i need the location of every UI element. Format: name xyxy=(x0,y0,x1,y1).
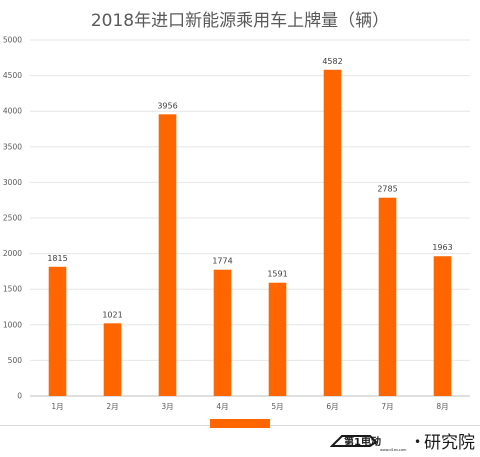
data-label-3: 3956 xyxy=(157,101,177,110)
y-tick-label-7: 3500 xyxy=(3,142,22,151)
data-label-5: 1591 xyxy=(267,270,287,279)
bar-5 xyxy=(268,282,287,396)
bar-8 xyxy=(433,256,452,396)
bars xyxy=(48,69,452,397)
y-tick-label-0: 0 xyxy=(17,392,22,401)
x-tick-label-3: 3月 xyxy=(161,402,173,411)
x-tick-label-1: 1月 xyxy=(51,402,63,411)
data-label-2: 1021 xyxy=(102,310,122,319)
data-label-4: 1774 xyxy=(212,257,232,266)
bar-4 xyxy=(213,269,232,396)
y-tick-label-8: 4000 xyxy=(3,107,22,116)
y-tick-label-1: 500 xyxy=(8,356,23,365)
data-label-8: 1963 xyxy=(432,243,452,252)
bar-1 xyxy=(48,266,67,396)
data-label-6: 4582 xyxy=(322,57,342,66)
labels: 0 500 1000 1500 2000 2500 3000 3500 4000 4500 5000… xyxy=(3,36,453,412)
gridlines xyxy=(30,39,470,361)
bar-2 xyxy=(103,323,122,396)
x-tick-label-7: 7月 xyxy=(381,402,393,411)
brand-logo-dot: • xyxy=(414,435,421,449)
data-label-1: 1815 xyxy=(47,254,67,263)
y-tick-label-3: 1500 xyxy=(3,285,22,294)
bar-7 xyxy=(378,197,397,396)
brand-logo-url: www.d1ev.com xyxy=(380,448,407,452)
bar-3 xyxy=(158,114,177,397)
legend-swatch xyxy=(210,419,270,428)
y-tick-label-2: 1000 xyxy=(3,320,22,329)
y-tick-label-4: 2000 xyxy=(3,249,22,258)
chart-title: 2018年进口新能源乘用车上牌量（辆） xyxy=(90,11,390,31)
x-tick-label-8: 8月 xyxy=(436,402,448,411)
y-tick-label-6: 3000 xyxy=(3,178,22,187)
brand-logo: 第1电动 www.d1ev.com • 研究院 xyxy=(330,433,475,453)
brand-logo-text: 研究院 xyxy=(424,433,475,453)
brand-logo-mark: 第1电动 xyxy=(344,435,381,448)
x-tick-label-2: 2月 xyxy=(106,402,118,411)
bar-6 xyxy=(323,69,342,396)
x-tick-label-6: 6月 xyxy=(326,402,338,411)
data-label-7: 2785 xyxy=(377,185,397,194)
x-tick-label-5: 5月 xyxy=(271,402,283,411)
y-tick-label-5: 2500 xyxy=(3,214,22,223)
x-tick-label-4: 4月 xyxy=(216,402,228,411)
y-tick-label-9: 4500 xyxy=(3,71,22,80)
y-tick-label-10: 5000 xyxy=(3,36,22,45)
